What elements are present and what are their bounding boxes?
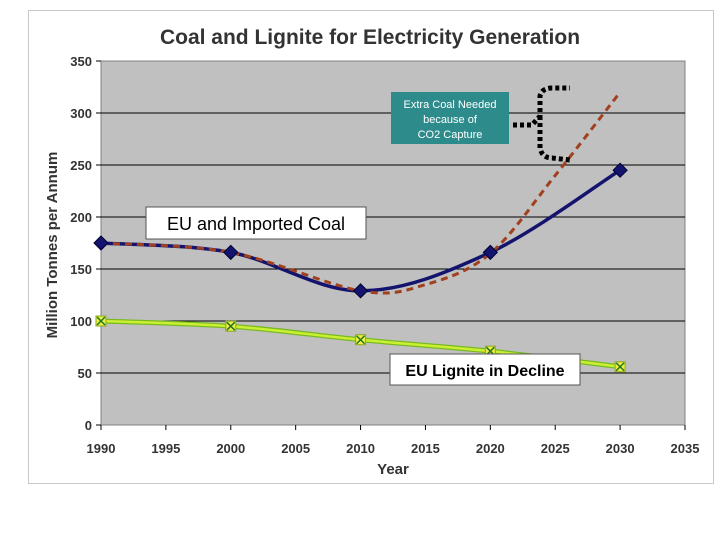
y-tick-label: 350 <box>70 54 92 69</box>
y-tick-label: 200 <box>70 210 92 225</box>
x-tick-label: 2025 <box>541 441 570 456</box>
y-tick-label: 150 <box>70 262 92 277</box>
chart-title: Coal and Lignite for Electricity Generat… <box>160 26 580 49</box>
x-tick-label: 2010 <box>346 441 375 456</box>
coal-label-annotation: EU and Imported Coal <box>145 206 367 240</box>
coal-data-point <box>93 235 109 251</box>
x-tick-label: 2020 <box>476 441 505 456</box>
coal-data-point <box>612 162 628 178</box>
y-tick-label: 100 <box>70 314 92 329</box>
y-tick-label: 300 <box>70 106 92 121</box>
coal-data-point <box>352 283 369 299</box>
ccs-label-line-1: Extra Coal Needed <box>404 99 497 111</box>
lignite-label-text: EU Lignite in Decline <box>405 363 564 380</box>
x-tick-label: 2035 <box>671 441 700 456</box>
x-axis-label: Year <box>377 461 409 478</box>
lignite-data-point <box>355 334 367 346</box>
coal-data-point <box>482 244 499 261</box>
lignite-data-point <box>614 361 626 373</box>
ccs-brace <box>513 85 571 163</box>
gridlines <box>101 112 685 374</box>
y-axis-label: Million Tonnes per Annum <box>44 152 61 339</box>
ccs-label-line-2: because of <box>423 114 478 126</box>
ccs-label-annotation: Extra Coal Needed because of CO2 Capture <box>391 92 509 144</box>
x-tick-label: 2000 <box>216 441 245 456</box>
marker-layer <box>93 162 628 373</box>
x-tick-label: 1995 <box>151 441 180 456</box>
y-tick-label: 0 <box>85 418 92 433</box>
y-tick-label: 50 <box>78 366 92 381</box>
coal-label-text: EU and Imported Coal <box>167 214 345 234</box>
x-tick-label: 2015 <box>411 441 440 456</box>
coal-data-point <box>223 244 239 261</box>
x-tick-label: 2030 <box>606 441 635 456</box>
x-tick-label: 2005 <box>281 441 310 456</box>
y-tick-label: 250 <box>70 158 92 173</box>
axes: 0 50 100 150 200 250 300 350 1990 1995 2000 2005 201… <box>70 54 699 456</box>
lignite-data-point <box>225 320 237 332</box>
x-tick-label: 1990 <box>87 441 116 456</box>
ccs-label-line-3: CO2 Capture <box>418 129 483 141</box>
lignite-data-point <box>95 315 107 327</box>
lignite-label-annotation: EU Lignite in Decline <box>389 353 581 386</box>
